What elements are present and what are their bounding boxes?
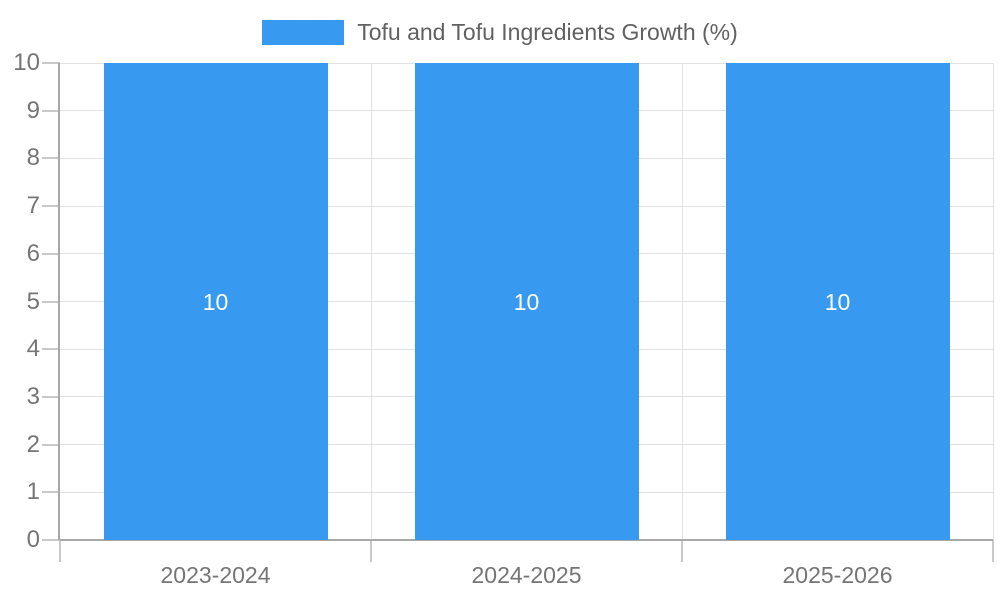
y-axis-line <box>58 63 60 540</box>
bar-value-label: 10 <box>513 288 540 315</box>
bar-2024-2025: 10 <box>414 63 639 540</box>
y-axis-tick-label: 2 <box>26 430 40 458</box>
bar-value-label: 10 <box>824 288 851 315</box>
y-axis-tick <box>42 157 60 160</box>
y-axis-tick <box>42 205 60 208</box>
y-axis-tick <box>42 348 60 351</box>
gridline-vertical <box>370 63 372 540</box>
y-axis-tick-label: 3 <box>26 382 40 410</box>
y-axis-tick-label: 9 <box>26 96 40 124</box>
x-axis-category-label: 2024-2025 <box>471 562 582 588</box>
y-axis-tick-label: 5 <box>26 287 40 315</box>
x-axis-line <box>60 539 993 541</box>
x-axis-tick <box>59 540 61 562</box>
chart-legend: Tofu and Tofu Ingredients Growth (%) <box>0 18 1000 46</box>
y-axis-tick-label: 8 <box>26 144 40 172</box>
y-axis-tick <box>42 395 60 398</box>
y-axis-tick-label: 7 <box>26 192 40 220</box>
y-axis-tick <box>42 491 60 494</box>
y-axis-tick-label: 6 <box>26 239 40 267</box>
legend-swatch <box>262 19 345 45</box>
y-axis-tick <box>42 252 60 255</box>
x-axis-tick <box>992 540 994 562</box>
bar-2023-2024: 10 <box>103 63 328 540</box>
bar-2025-2026: 10 <box>725 63 950 540</box>
chart-title: Tofu and Tofu Ingredients Growth (%) <box>357 19 738 45</box>
y-axis-tick <box>42 109 60 112</box>
bar-value-label: 10 <box>202 288 229 315</box>
x-axis-category-label: 2023-2024 <box>160 562 271 588</box>
y-axis-tick <box>42 443 60 446</box>
y-axis-tick <box>42 300 60 303</box>
y-axis-tick <box>42 539 60 541</box>
y-axis-tick-label: 0 <box>26 526 40 553</box>
gridline-vertical <box>681 63 683 540</box>
y-axis-tick-label: 1 <box>26 478 40 506</box>
gridline-vertical <box>992 63 994 540</box>
x-axis-category-label: 2025-2026 <box>782 562 893 588</box>
y-axis-tick-label: 10 <box>13 49 40 76</box>
x-axis-tick <box>370 540 372 562</box>
y-axis-tick <box>42 62 60 64</box>
y-axis-tick-label: 4 <box>26 335 40 363</box>
x-axis-tick <box>681 540 683 562</box>
